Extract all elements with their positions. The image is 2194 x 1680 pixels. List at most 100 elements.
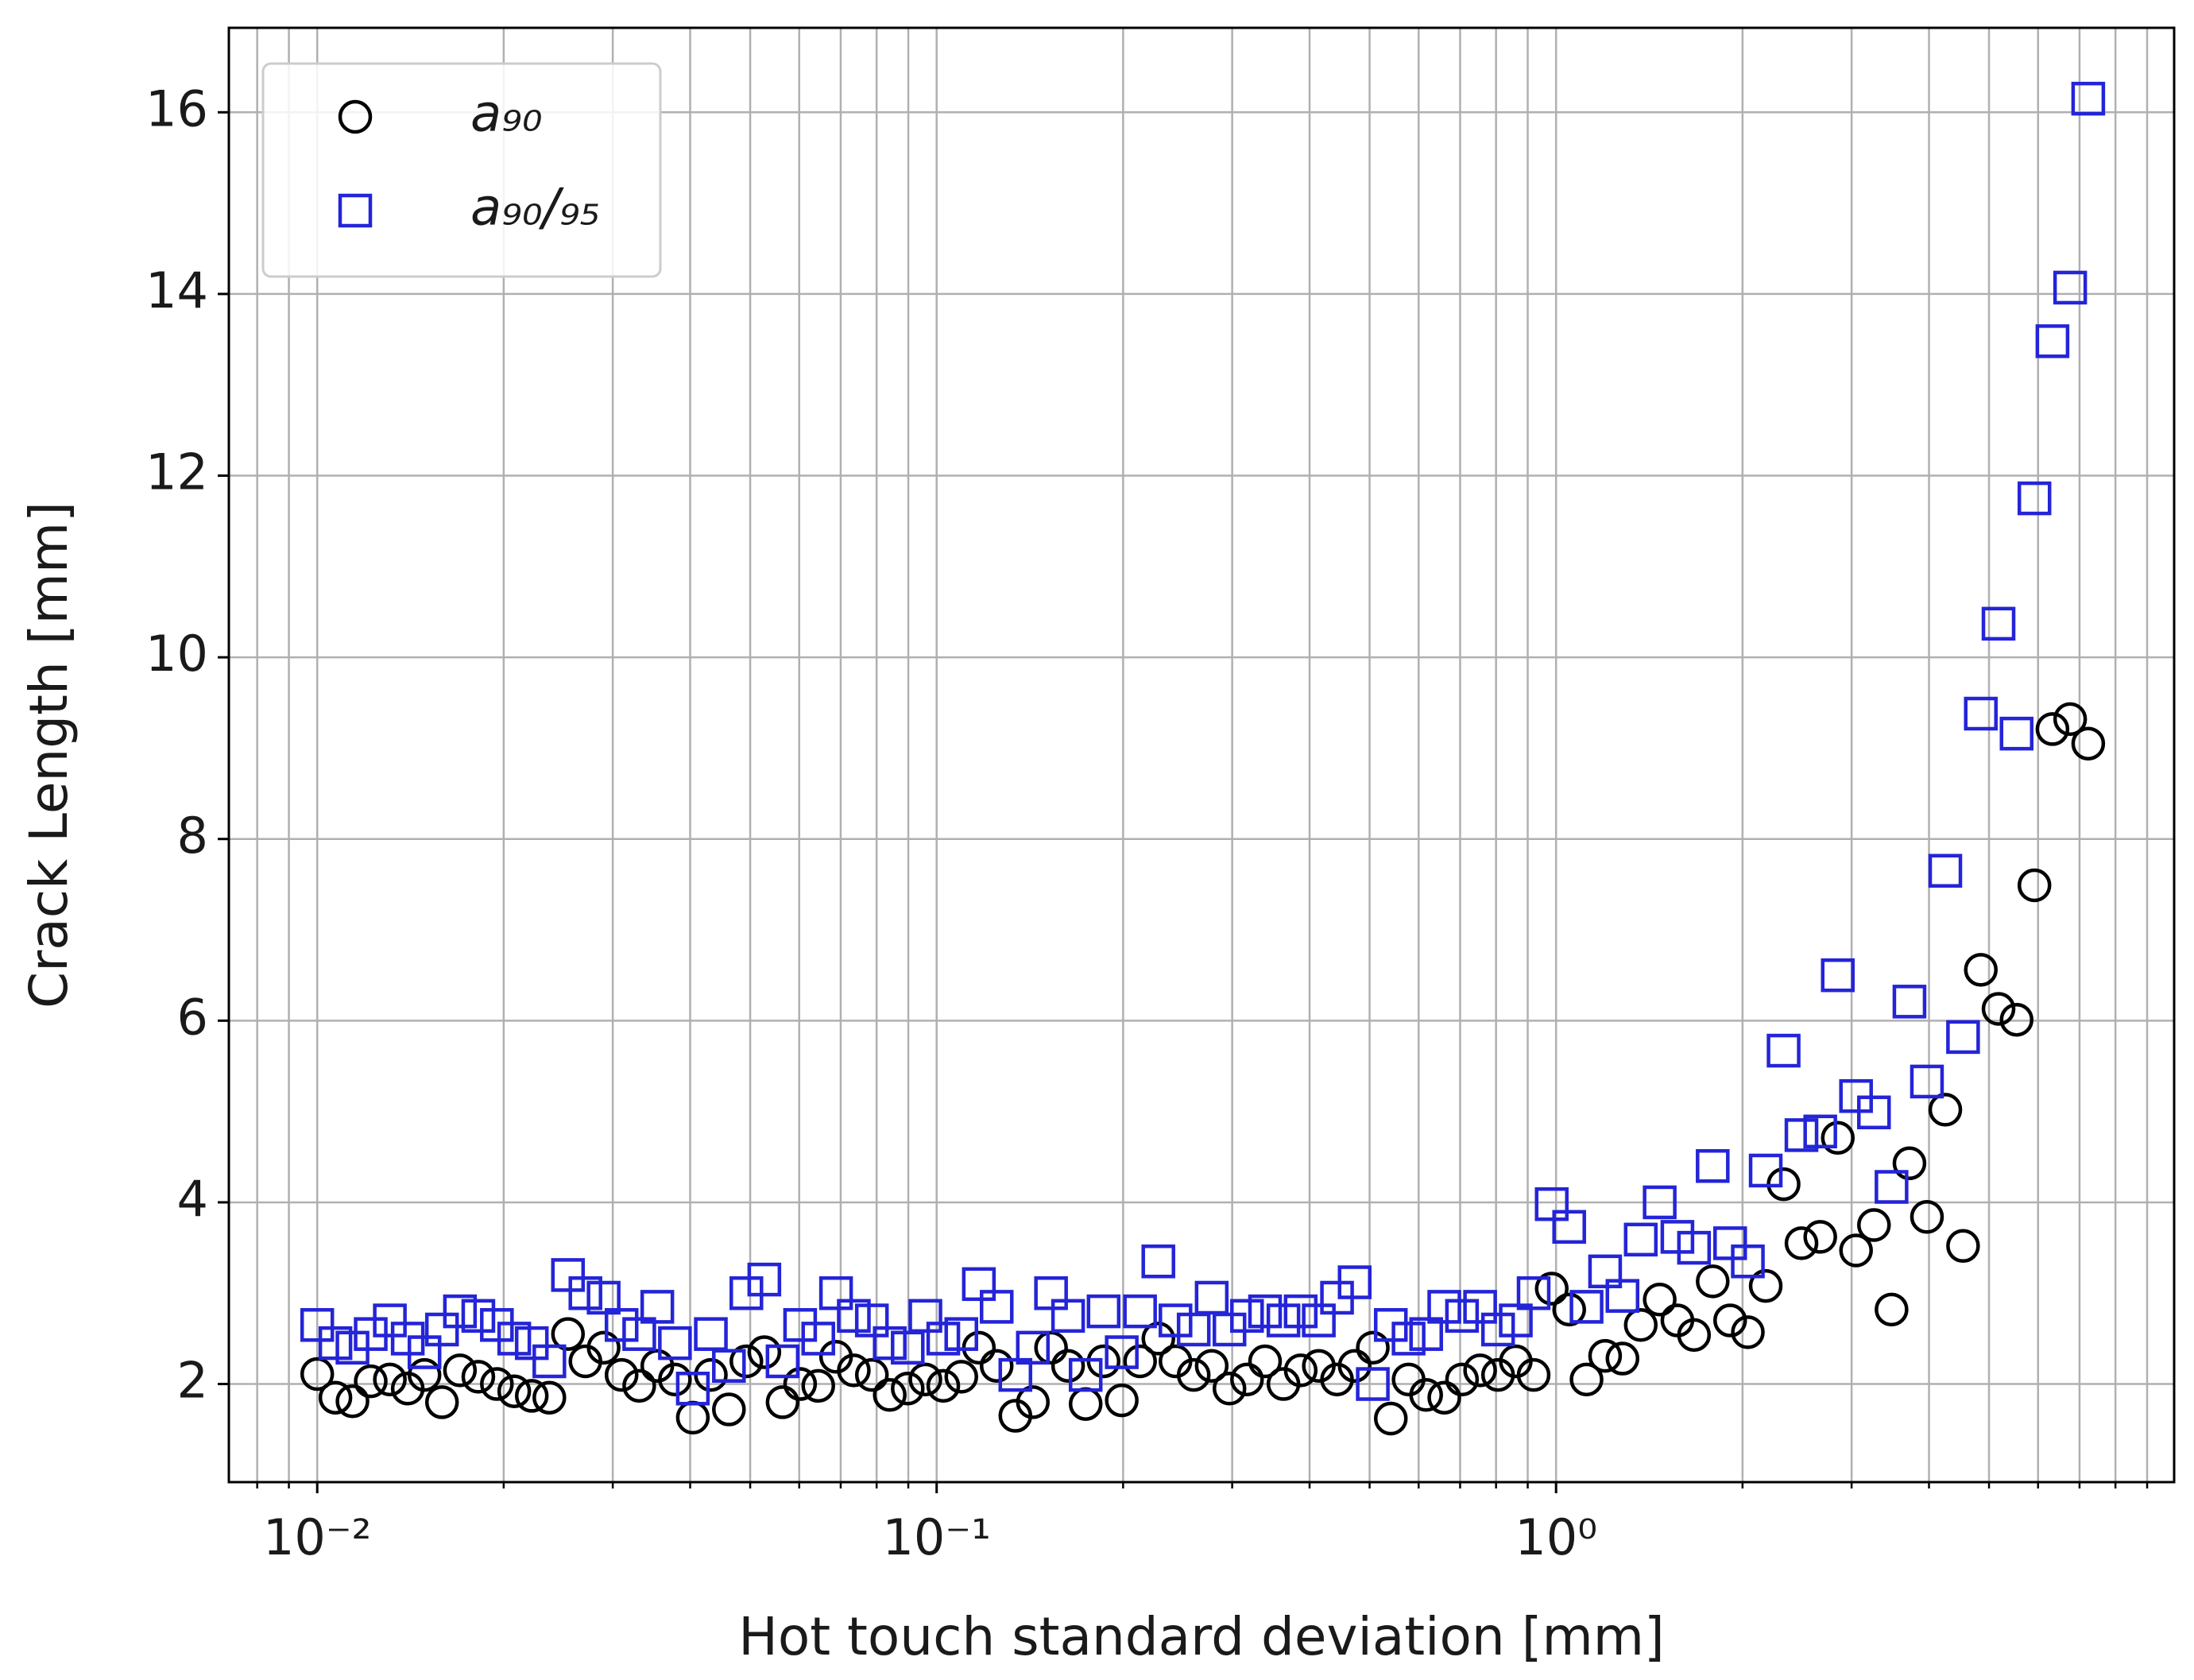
point [1552, 1210, 1586, 1245]
point [551, 1258, 586, 1292]
point [1784, 1226, 1819, 1260]
point [532, 1344, 567, 1379]
point [1839, 1233, 1873, 1268]
point [837, 1353, 871, 1388]
point [1696, 1264, 1730, 1299]
point [1946, 1229, 1980, 1264]
point [908, 1299, 942, 1334]
point [1534, 1186, 1569, 1221]
point [1141, 1244, 1175, 1279]
point [1910, 1064, 1944, 1099]
point [891, 1372, 925, 1406]
point [891, 1330, 925, 1365]
point [1569, 1290, 1604, 1324]
point [604, 1308, 639, 1342]
point [551, 1317, 586, 1351]
point [1248, 1344, 1283, 1379]
point [1105, 1383, 1139, 1418]
point [1875, 1170, 1909, 1204]
point [2035, 324, 2070, 358]
circle-marker [338, 99, 373, 134]
point [1105, 1335, 1139, 1369]
point [1427, 1290, 1461, 1324]
point [514, 1326, 549, 1361]
point [1928, 854, 1963, 888]
point [1176, 1312, 1211, 1347]
point [1034, 1275, 1068, 1310]
point [1248, 1294, 1283, 1329]
point [979, 1290, 1014, 1324]
y-tick-label: 4 [177, 1170, 208, 1228]
point [443, 1294, 478, 1329]
series [300, 81, 2106, 1406]
point [443, 1353, 478, 1388]
point [1516, 1275, 1551, 1310]
point [1892, 985, 1927, 1019]
point [1391, 1322, 1426, 1356]
point [1283, 1353, 1318, 1388]
point [586, 1280, 621, 1315]
point [926, 1368, 961, 1403]
point [1999, 716, 2034, 751]
point [1409, 1317, 1443, 1351]
point [480, 1367, 514, 1401]
point [461, 1360, 496, 1394]
y-axis-label: Crack Length [mm] [18, 501, 79, 1008]
point [1068, 1387, 1103, 1421]
point [300, 1357, 335, 1392]
point [514, 1379, 549, 1413]
point [801, 1322, 835, 1356]
point [1552, 1292, 1586, 1327]
point [407, 1335, 442, 1369]
point [1016, 1330, 1051, 1365]
point [300, 1308, 335, 1342]
point [1748, 1153, 1783, 1188]
point [1194, 1280, 1229, 1315]
point [675, 1400, 710, 1435]
point [1946, 1020, 1980, 1055]
point [424, 1385, 459, 1419]
point [1302, 1303, 1336, 1337]
point [729, 1344, 764, 1379]
y-tick-label: 16 [145, 79, 208, 137]
point [1821, 958, 1855, 993]
point [1748, 1268, 1783, 1303]
point [586, 1330, 621, 1365]
point [1731, 1315, 1765, 1349]
point [1034, 1330, 1068, 1365]
point [407, 1357, 442, 1392]
point [944, 1317, 978, 1351]
point [1677, 1230, 1712, 1265]
y-tick-label: 14 [145, 261, 208, 319]
y-tick-label: 12 [145, 443, 208, 501]
point [747, 1335, 782, 1369]
point [854, 1357, 889, 1392]
point [658, 1362, 692, 1397]
point [1623, 1222, 1658, 1257]
point [712, 1392, 746, 1426]
point [2053, 702, 2088, 737]
point [1928, 1093, 1963, 1127]
point [1068, 1357, 1103, 1392]
point [1713, 1303, 1747, 1337]
legend-box [261, 62, 662, 278]
point [2071, 81, 2106, 116]
point [1123, 1294, 1157, 1329]
point [1803, 1220, 1837, 1254]
point [335, 1384, 370, 1419]
plot-frame [227, 26, 2176, 1484]
point [640, 1290, 675, 1324]
point [837, 1299, 871, 1334]
point [354, 1364, 388, 1399]
point [1569, 1362, 1604, 1397]
point [1803, 1114, 1837, 1149]
point [497, 1374, 532, 1408]
point [765, 1344, 800, 1379]
legend: a₉₀ a₉₀/₉₅ [261, 62, 662, 278]
point [622, 1368, 656, 1403]
series [300, 702, 2106, 1436]
point [1283, 1294, 1318, 1329]
point [318, 1326, 353, 1361]
point [1463, 1353, 1497, 1388]
